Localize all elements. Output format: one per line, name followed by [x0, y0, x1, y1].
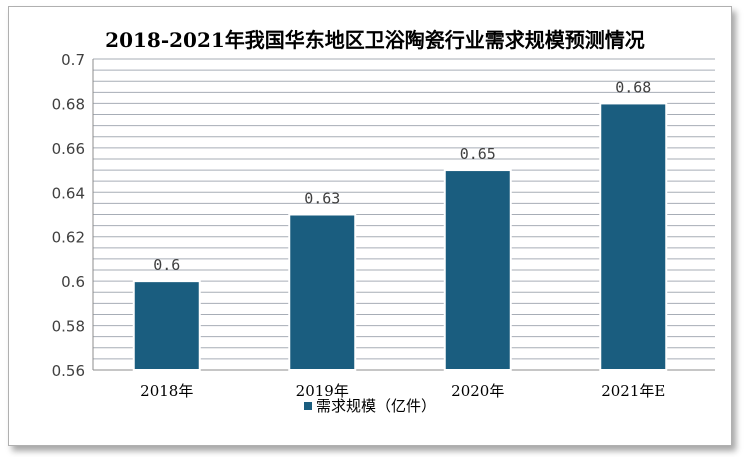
data-label: 0.6: [153, 256, 180, 274]
y-tick-label: 0.7: [61, 51, 85, 69]
y-tick-label: 0.6: [61, 273, 85, 291]
data-label: 0.65: [460, 145, 496, 163]
bar: [132, 280, 201, 371]
x-tick-label: 2020年: [451, 382, 504, 400]
x-tick-label: 2018年: [140, 382, 193, 400]
data-label: 0.68: [615, 78, 651, 96]
y-tick-label: 0.68: [52, 95, 85, 113]
x-tick-label: 2019年: [296, 382, 349, 400]
y-tick-label: 0.64: [52, 184, 85, 202]
y-tick-label: 0.66: [52, 140, 85, 158]
y-tick-label: 0.56: [52, 362, 85, 380]
y-tick-label: 0.62: [52, 229, 85, 247]
data-label: 0.63: [304, 190, 340, 208]
y-tick-label: 0.58: [52, 318, 85, 336]
bar: [443, 169, 512, 371]
legend-label: 需求规模（亿件）: [316, 397, 436, 415]
chart-title: 2018-2021年我国华东地区卫浴陶瓷行业需求规模预测情况: [105, 28, 645, 52]
legend-swatch: [304, 402, 312, 410]
bar: [599, 102, 668, 372]
bar: [288, 213, 357, 371]
x-tick-label: 2021年E: [601, 382, 665, 400]
